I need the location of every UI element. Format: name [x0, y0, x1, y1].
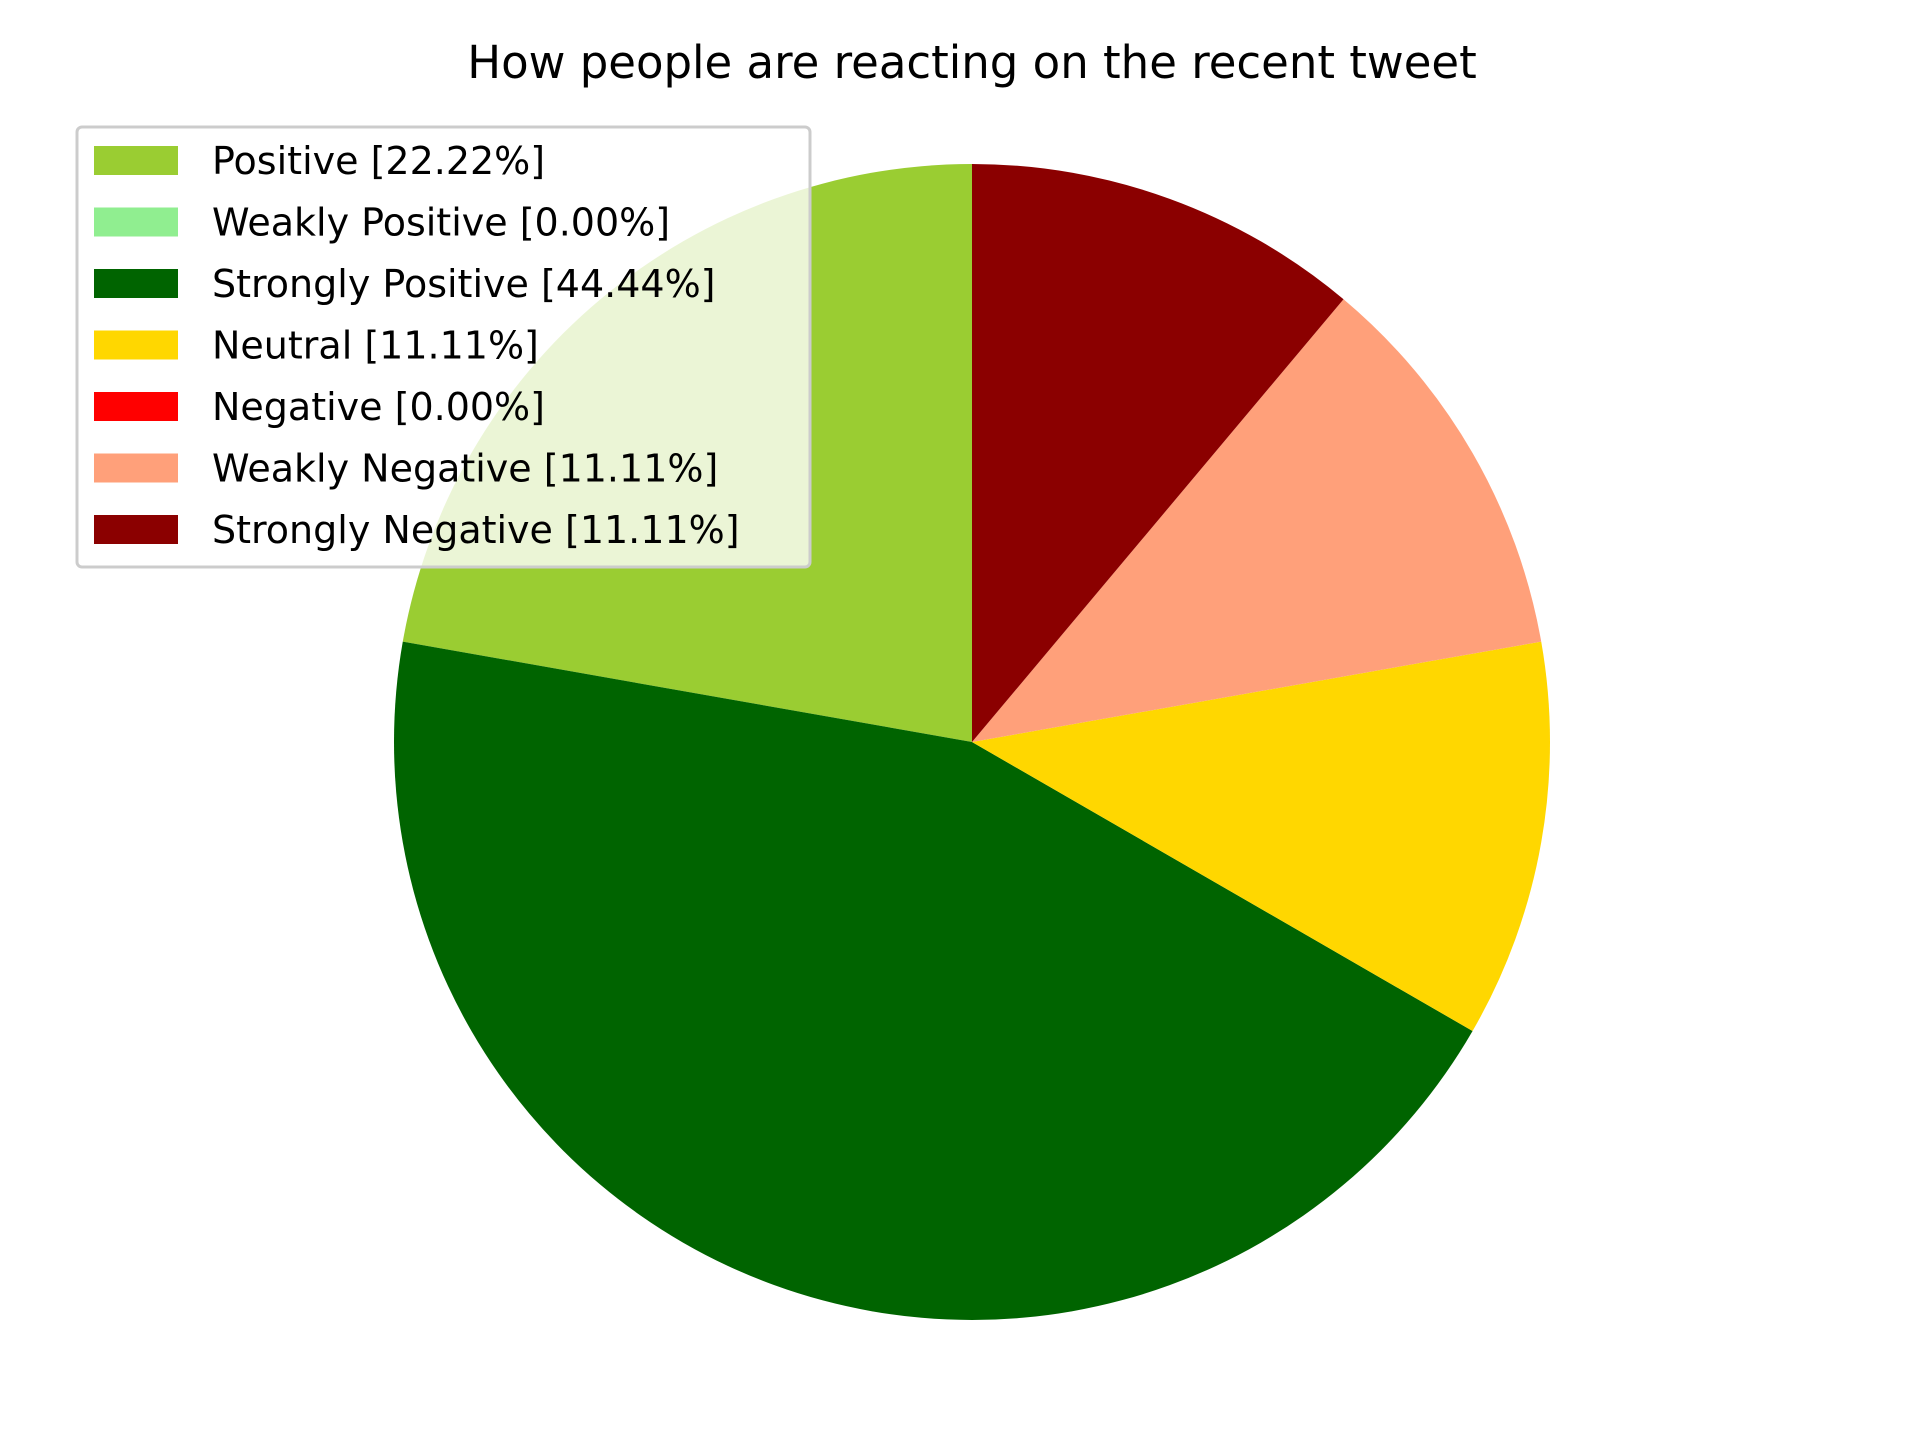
chart-title: How people are reacting on the recent tw… [467, 36, 1477, 89]
pie-slice-5 [972, 299, 1542, 742]
legend-label-1: Weakly Positive [0.00%] [212, 201, 670, 245]
legend-swatch-6 [94, 515, 178, 544]
legend-label-3: Neutral [11.11%] [212, 324, 539, 368]
legend-label-2: Strongly Positive [44.44%] [212, 262, 716, 306]
legend-swatch-1 [94, 207, 178, 237]
legend-frame [75, 125, 812, 569]
legend-label-6: Strongly Negative [11.11%] [212, 508, 740, 552]
legend-swatch-2 [94, 269, 178, 298]
pie-slices [393, 164, 1550, 1321]
legend-label-5: Weakly Negative [11.11%] [212, 447, 718, 491]
legend-label-0: Positive [22.22%] [212, 139, 545, 183]
pie-slice-6 [972, 164, 1344, 742]
legend: Positive [22.22%] Weakly Positive [0.00%]… [75, 125, 812, 569]
legend-label-4: Negative [0.00%] [212, 385, 545, 429]
legend-items: Positive [22.22%] Weakly Positive [0.00%]… [94, 139, 740, 552]
legend-swatch-5 [94, 453, 178, 483]
legend-swatch-4 [94, 392, 178, 421]
pie-slice-3 [972, 641, 1550, 1031]
pie-slice-2 [393, 641, 1473, 1321]
legend-swatch-0 [94, 146, 178, 175]
legend-swatch-3 [94, 330, 178, 360]
